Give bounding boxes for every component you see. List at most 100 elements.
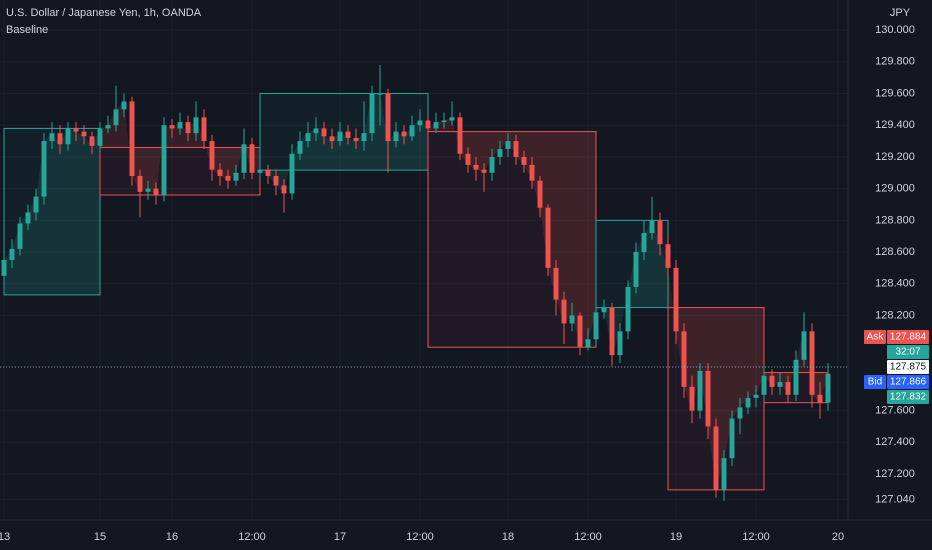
candle-body: [777, 382, 783, 387]
candle-body: [153, 188, 159, 195]
indicator-name: Baseline: [6, 24, 48, 36]
price-label-bg: [887, 360, 929, 375]
candle-body: [457, 117, 463, 154]
candle-body: [545, 207, 551, 268]
candle-body: [265, 169, 271, 176]
candle-body: [561, 299, 567, 324]
candle-body: [641, 233, 647, 253]
price-label: 127.884: [890, 332, 927, 343]
candle-body: [249, 144, 255, 173]
candle-body: [537, 180, 543, 208]
candle-body: [209, 141, 215, 170]
candle-body: [809, 331, 815, 395]
candle-body: [657, 220, 663, 245]
x-tick-label: 12:00: [406, 531, 434, 543]
candle-body: [369, 93, 375, 134]
candle-body: [25, 212, 31, 224]
candle-body: [185, 122, 191, 134]
candle-body: [529, 164, 535, 181]
y-tick-label: 128.800: [875, 214, 915, 226]
y-tick-label: 129.600: [875, 87, 915, 99]
price-label-tag: Bid: [868, 377, 882, 388]
candle-body: [41, 141, 47, 197]
y-tick-label: 128.600: [875, 246, 915, 258]
candle-body: [593, 312, 599, 340]
y-tick-label: 130.000: [875, 24, 915, 36]
candle-body: [193, 117, 199, 134]
candle-body: [129, 101, 135, 176]
candle-body: [681, 331, 687, 387]
candle-body: [473, 164, 479, 170]
candle-body: [297, 141, 303, 154]
candle-body: [705, 370, 711, 427]
candle-body: [377, 93, 383, 95]
x-tick-label: 12:00: [238, 531, 266, 543]
candle-body: [697, 370, 703, 411]
candle-body: [489, 156, 495, 173]
candle-body: [577, 315, 583, 348]
y-tick-label: 129.400: [875, 119, 915, 131]
candle-body: [825, 373, 831, 403]
x-tick-label: 19: [670, 531, 682, 543]
y-tick-label: 129.800: [875, 56, 915, 68]
x-tick-label: 12:00: [574, 531, 602, 543]
candle-body: [665, 244, 671, 268]
candle-body: [425, 120, 431, 129]
baseline-fill: [668, 267, 764, 490]
candle-body: [225, 175, 231, 181]
candle-body: [9, 248, 15, 260]
candle-body: [57, 133, 63, 145]
candle-body: [737, 407, 743, 419]
price-label-tag-bg: [864, 330, 886, 345]
price-label: 32:07: [895, 347, 920, 358]
candle-body: [81, 131, 87, 137]
candle-body: [569, 315, 575, 324]
y-tick-label: 127.400: [875, 436, 915, 448]
candle-body: [321, 128, 327, 137]
x-tick-label: 17: [334, 531, 346, 543]
price-label-bg: [887, 375, 929, 390]
candle-body: [433, 122, 439, 129]
candle-body: [513, 141, 519, 157]
x-tick-label: 20: [832, 531, 844, 543]
candle-body: [817, 394, 823, 403]
candle-body: [177, 122, 183, 129]
candle-body: [417, 120, 423, 126]
candle-body: [113, 109, 119, 126]
candle-body: [553, 267, 559, 300]
candle-body: [633, 252, 639, 287]
candle-body: [337, 131, 343, 142]
candle-body: [201, 117, 207, 142]
candle-body: [401, 131, 407, 137]
candle-body: [729, 418, 735, 459]
candle-body: [305, 133, 311, 142]
candle-body: [233, 172, 239, 181]
price-label-bg: [887, 390, 929, 405]
candle-body: [601, 307, 607, 313]
candle-body: [257, 169, 263, 173]
candle-body: [49, 133, 55, 142]
currency-label: JPY: [890, 7, 911, 19]
x-tick-label: 16: [166, 531, 178, 543]
candle-body: [753, 394, 759, 398]
y-tick-label: 127.600: [875, 405, 915, 417]
candle-body: [505, 141, 511, 150]
candle-body: [609, 307, 615, 356]
candle-body: [585, 339, 591, 348]
candle-body: [689, 386, 695, 411]
price-label: 127.832: [890, 392, 927, 403]
candle-body: [169, 125, 175, 129]
candle-body: [617, 331, 623, 356]
y-tick-label: 128.400: [875, 278, 915, 290]
candle-body: [673, 267, 679, 332]
y-tick-label: 127.200: [875, 468, 915, 480]
price-label-tag: Ask: [867, 332, 885, 343]
candle-body: [65, 128, 71, 145]
candle-body: [785, 382, 791, 395]
candle-body: [89, 136, 95, 146]
candle-body: [649, 220, 655, 234]
candle-body: [105, 125, 111, 129]
baseline-fill: [4, 128, 100, 295]
candle-body: [145, 188, 151, 192]
